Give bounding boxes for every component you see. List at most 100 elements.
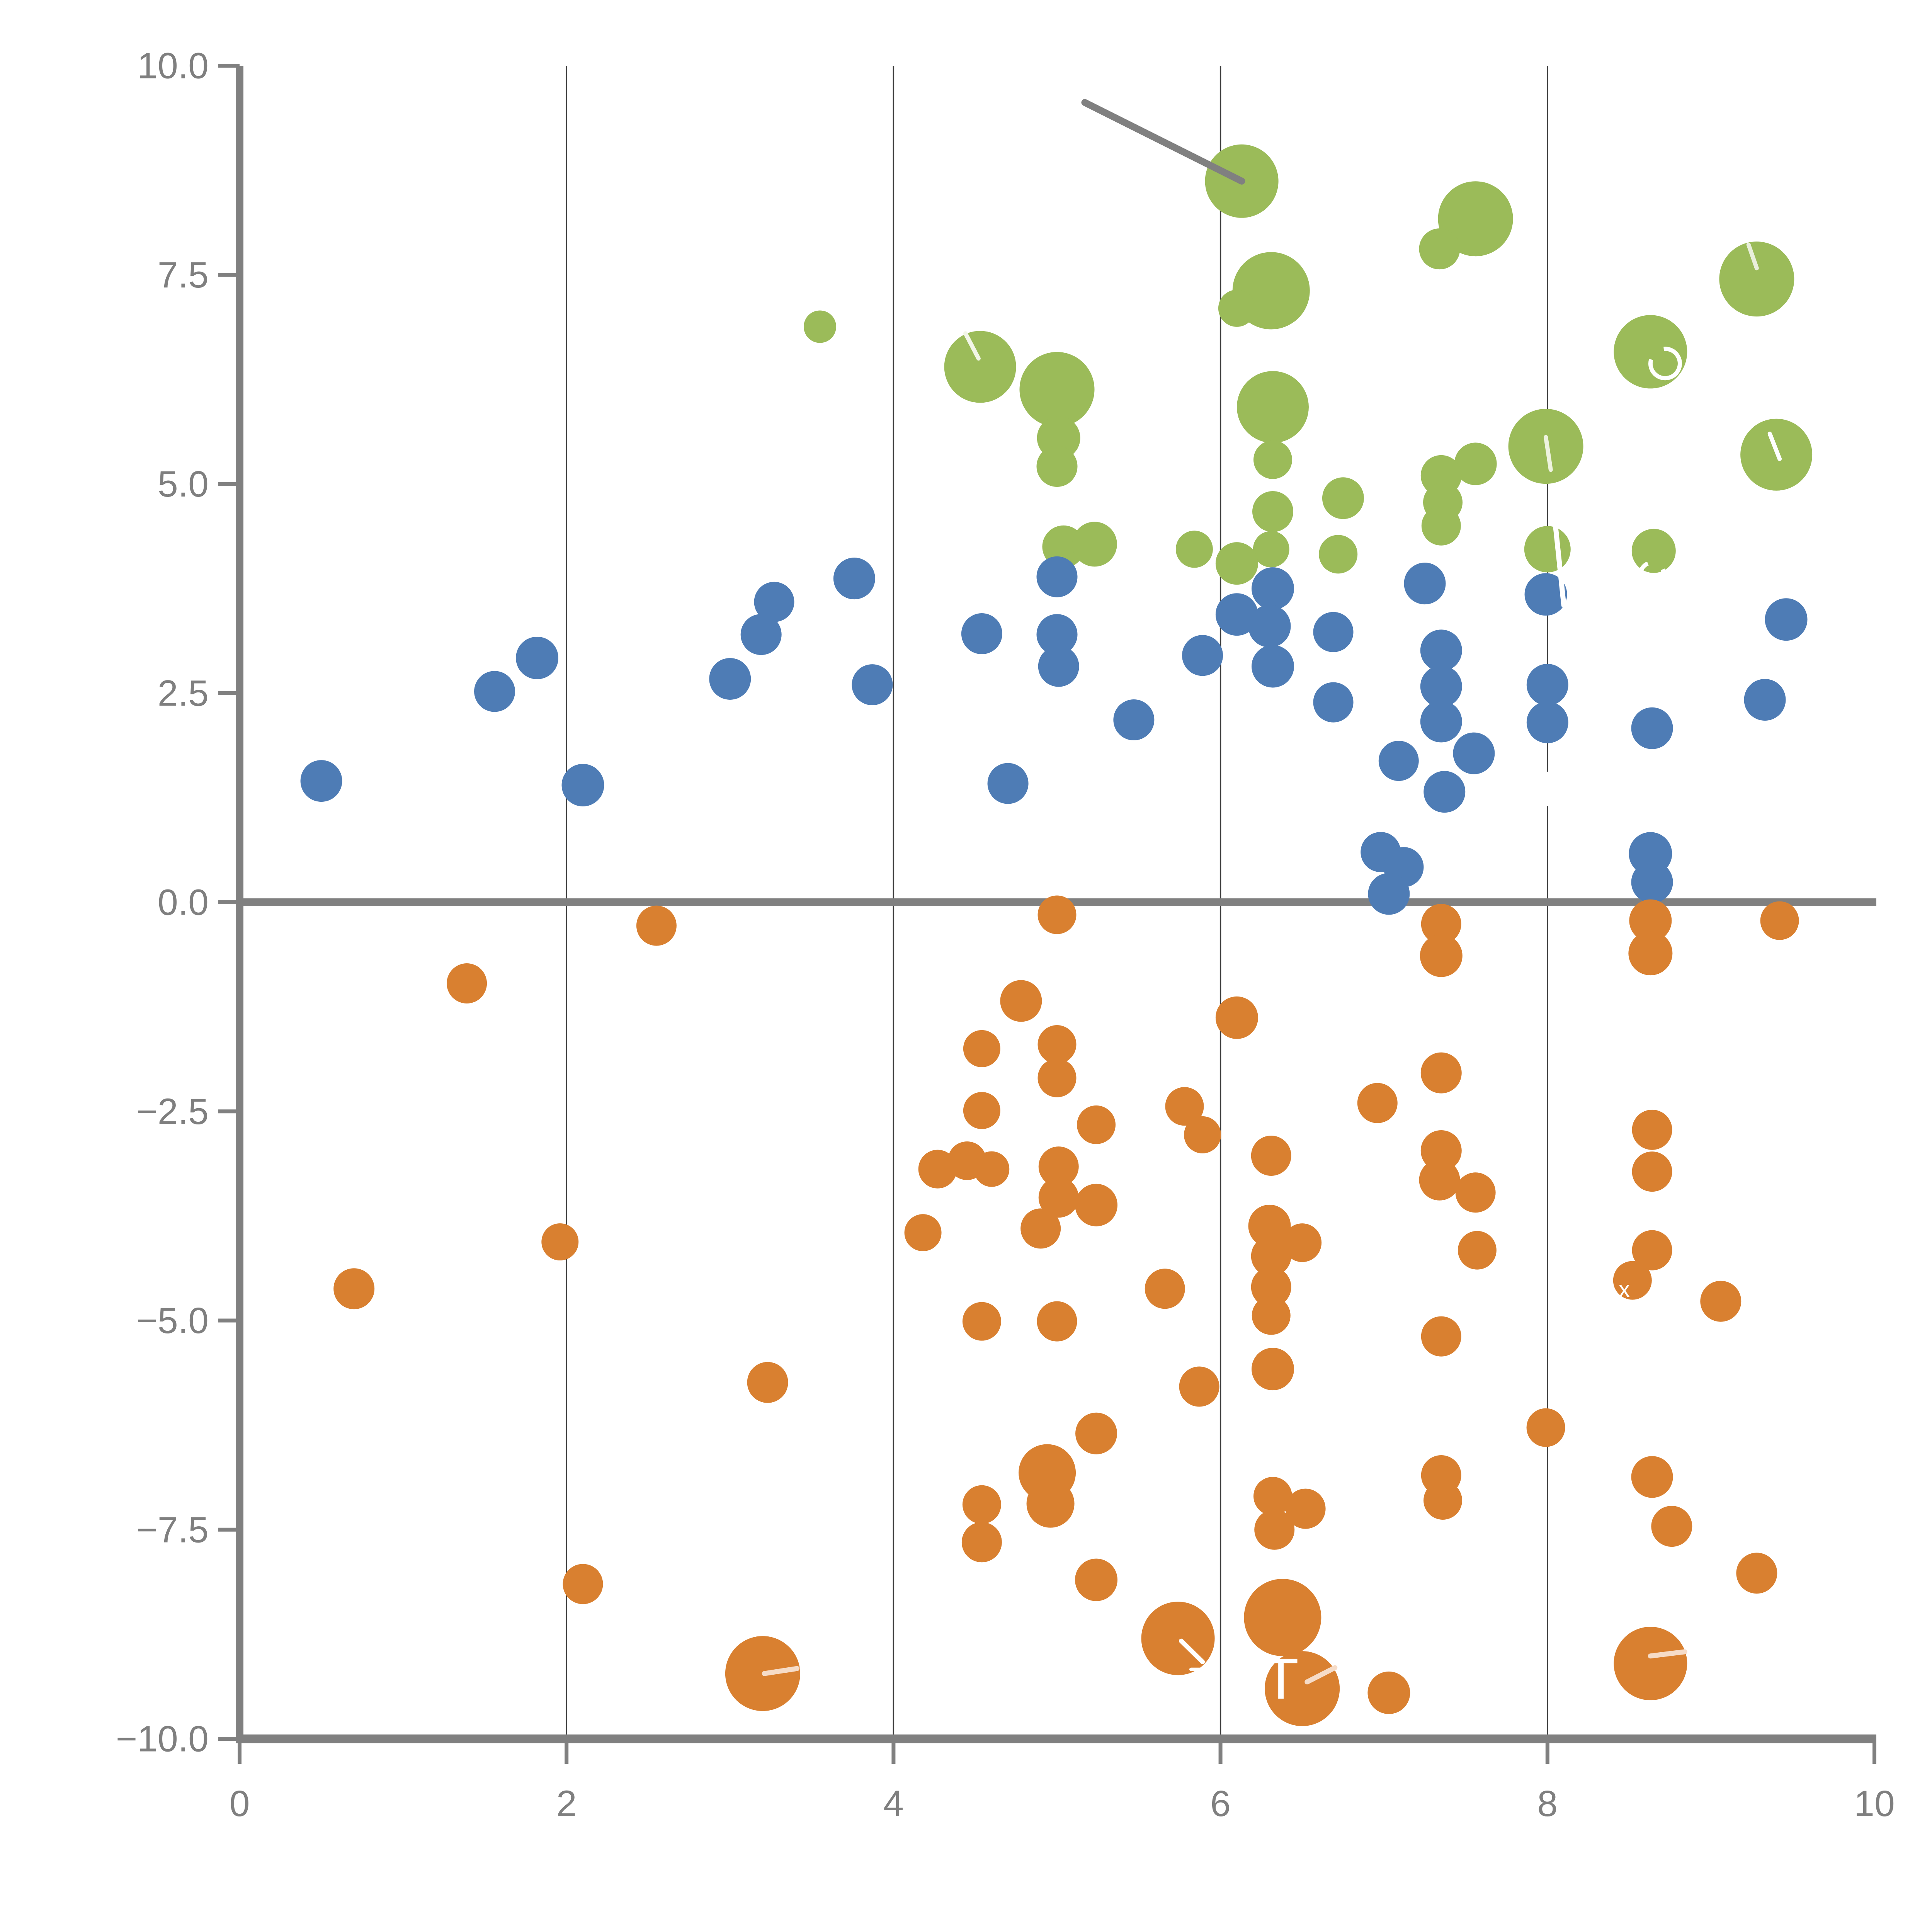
bubble[interactable] bbox=[1037, 1025, 1077, 1064]
bubble[interactable] bbox=[904, 1214, 942, 1252]
bubble[interactable] bbox=[1036, 556, 1078, 597]
bubble[interactable] bbox=[541, 1223, 579, 1260]
bubble[interactable] bbox=[300, 760, 342, 802]
bubble[interactable] bbox=[709, 658, 751, 700]
bubble[interactable] bbox=[1182, 635, 1223, 676]
bubble[interactable] bbox=[1632, 1109, 1672, 1150]
bubble[interactable] bbox=[1175, 531, 1213, 568]
bubble[interactable] bbox=[1322, 477, 1364, 519]
bubble[interactable] bbox=[1631, 529, 1676, 573]
bubble[interactable] bbox=[987, 763, 1029, 804]
bubble[interactable] bbox=[1454, 442, 1497, 485]
bubble[interactable] bbox=[1236, 371, 1309, 443]
bubble[interactable] bbox=[1075, 1412, 1117, 1454]
bubble[interactable] bbox=[1526, 701, 1568, 743]
bubble[interactable] bbox=[1038, 646, 1079, 687]
bubble[interactable] bbox=[1072, 522, 1117, 567]
bubble[interactable] bbox=[804, 310, 837, 343]
bubble[interactable] bbox=[1526, 664, 1568, 706]
bubble[interactable] bbox=[1614, 315, 1687, 389]
bubble[interactable] bbox=[1453, 732, 1495, 774]
bubble[interactable] bbox=[754, 582, 794, 622]
bubble[interactable] bbox=[1420, 934, 1463, 977]
bubble[interactable] bbox=[1404, 563, 1446, 605]
bubble[interactable] bbox=[1184, 1116, 1221, 1153]
bubble[interactable] bbox=[1251, 1135, 1291, 1176]
bubble[interactable] bbox=[1651, 1506, 1692, 1547]
bubble[interactable] bbox=[1251, 1348, 1294, 1391]
bubble[interactable] bbox=[1265, 1651, 1340, 1726]
bubble[interactable] bbox=[1632, 1151, 1672, 1192]
bubble[interactable] bbox=[1614, 1627, 1687, 1701]
bubble[interactable] bbox=[1378, 741, 1419, 781]
bubble[interactable] bbox=[1313, 682, 1354, 723]
bubble[interactable] bbox=[1215, 996, 1258, 1039]
bubble[interactable] bbox=[1420, 665, 1462, 707]
bubble[interactable] bbox=[1632, 1230, 1672, 1270]
bubble[interactable] bbox=[1423, 771, 1466, 813]
bubble[interactable] bbox=[1368, 873, 1410, 915]
bubble[interactable] bbox=[961, 1522, 1002, 1563]
bubble[interactable] bbox=[1000, 980, 1042, 1022]
bubble[interactable] bbox=[747, 1362, 788, 1403]
bubble[interactable] bbox=[1252, 491, 1293, 532]
bubble[interactable] bbox=[1438, 181, 1513, 257]
bubble[interactable] bbox=[962, 1302, 1001, 1341]
bubble[interactable] bbox=[974, 1151, 1010, 1187]
bubble[interactable] bbox=[1313, 612, 1354, 652]
bubble[interactable] bbox=[1038, 1146, 1079, 1187]
bubble[interactable] bbox=[1719, 242, 1794, 317]
bubble[interactable] bbox=[833, 558, 875, 600]
bubble[interactable] bbox=[1736, 1553, 1777, 1594]
bubble[interactable] bbox=[944, 331, 1016, 403]
bubble[interactable] bbox=[1421, 904, 1461, 944]
bubble[interactable] bbox=[1455, 1172, 1496, 1213]
bubble[interactable] bbox=[961, 613, 1002, 655]
bubble[interactable] bbox=[333, 1268, 375, 1310]
bubble[interactable] bbox=[1253, 531, 1289, 568]
bubble[interactable] bbox=[1077, 1105, 1116, 1144]
bubble[interactable] bbox=[1526, 1408, 1565, 1447]
bubble[interactable] bbox=[1420, 1052, 1462, 1094]
bubble[interactable] bbox=[1700, 1281, 1742, 1322]
bubble[interactable] bbox=[1254, 1509, 1295, 1550]
bubble[interactable] bbox=[1036, 446, 1078, 487]
bubble[interactable] bbox=[1423, 1481, 1463, 1520]
bubble[interactable] bbox=[1524, 526, 1571, 573]
bubble[interactable] bbox=[1458, 1231, 1497, 1270]
bubble[interactable] bbox=[561, 764, 604, 806]
bubble[interactable] bbox=[1419, 228, 1460, 270]
bubble[interactable] bbox=[1421, 1316, 1461, 1357]
bubble[interactable] bbox=[1251, 567, 1294, 610]
bubble[interactable] bbox=[1253, 1477, 1292, 1516]
bubble[interactable] bbox=[1283, 1223, 1322, 1262]
bubble[interactable] bbox=[1075, 1558, 1118, 1601]
bubble[interactable] bbox=[1319, 535, 1358, 574]
bubble[interactable] bbox=[1019, 352, 1095, 427]
bubble[interactable] bbox=[1628, 931, 1673, 976]
bubble[interactable] bbox=[1760, 901, 1799, 940]
bubble[interactable] bbox=[1037, 1058, 1077, 1097]
bubble[interactable] bbox=[1367, 1671, 1410, 1714]
bubble[interactable] bbox=[1113, 699, 1155, 741]
bubble[interactable] bbox=[1026, 1480, 1075, 1528]
bubble[interactable] bbox=[1421, 506, 1461, 546]
bubble[interactable] bbox=[1613, 1261, 1652, 1300]
bubble[interactable] bbox=[1253, 440, 1292, 479]
bubble[interactable] bbox=[740, 614, 782, 655]
bubble[interactable] bbox=[1251, 645, 1294, 688]
bubble[interactable] bbox=[963, 1092, 1000, 1129]
bubble[interactable] bbox=[1420, 629, 1462, 672]
bubble[interactable] bbox=[1629, 899, 1672, 942]
bubble[interactable] bbox=[1251, 1236, 1291, 1276]
bubble[interactable] bbox=[447, 963, 487, 1004]
bubble[interactable] bbox=[852, 664, 893, 706]
bubble[interactable] bbox=[1744, 679, 1786, 721]
bubble[interactable] bbox=[1141, 1602, 1215, 1675]
bubble[interactable] bbox=[1037, 895, 1077, 934]
bubble[interactable] bbox=[563, 1564, 603, 1604]
bubble[interactable] bbox=[1038, 1177, 1079, 1218]
bubble[interactable] bbox=[962, 1485, 1001, 1524]
bubble[interactable] bbox=[1419, 1159, 1460, 1201]
bubble[interactable] bbox=[1631, 1456, 1673, 1498]
